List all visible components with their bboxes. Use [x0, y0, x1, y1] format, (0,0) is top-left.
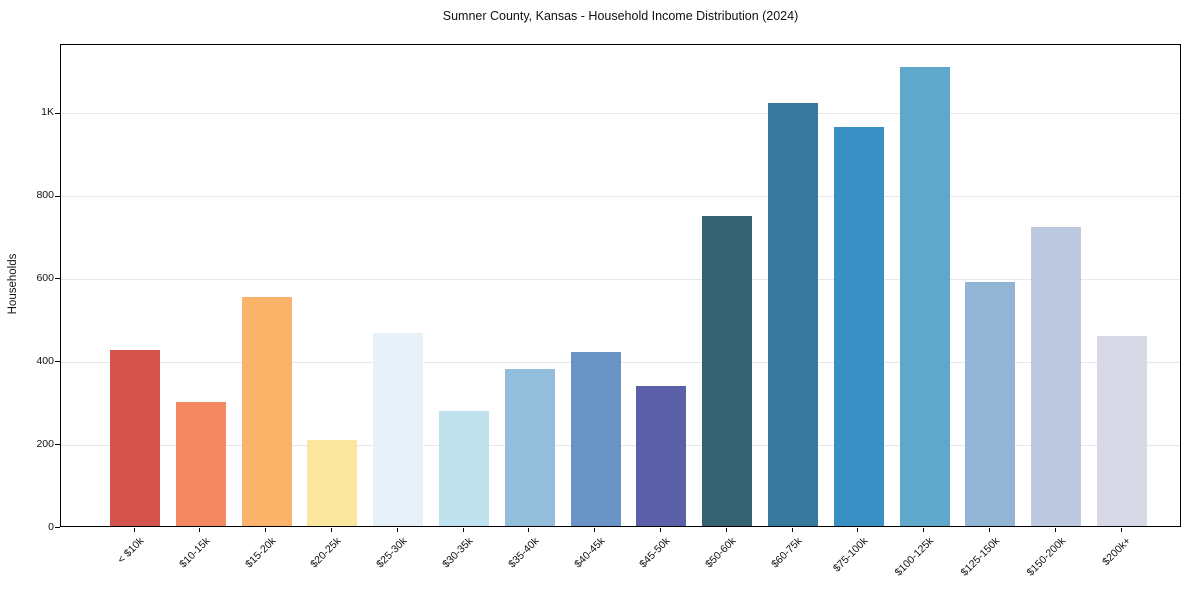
x-tick-label: < $10k	[115, 535, 147, 566]
bar	[110, 349, 160, 526]
y-tick-label: 200	[36, 437, 54, 450]
gridline	[61, 113, 1180, 115]
x-tick-label: $10-15k	[176, 535, 213, 571]
x-tick-label: $45-50k	[637, 535, 673, 571]
y-tick-label: 800	[36, 189, 54, 202]
x-tick-label: $20-25k	[308, 535, 344, 571]
x-tick-mark	[330, 528, 332, 532]
gridline	[61, 278, 1180, 280]
x-tick-label: $75-100k	[830, 535, 871, 575]
bar	[833, 127, 884, 526]
bar	[439, 410, 489, 526]
y-tick-label: 600	[36, 271, 54, 284]
x-tick-mark	[725, 528, 727, 532]
bar	[373, 332, 424, 526]
x-tick-label: $35-40k	[505, 535, 542, 571]
x-tick-label: $50-60k	[703, 535, 739, 571]
y-tick-mark	[55, 195, 60, 197]
x-tick-label: $150-200k	[1024, 535, 1068, 579]
y-tick-label: 400	[36, 354, 54, 367]
y-tick-mark	[55, 112, 60, 114]
y-tick-mark	[55, 361, 60, 363]
bar	[175, 401, 226, 526]
x-tick-mark	[923, 528, 925, 532]
x-tick-mark	[462, 528, 464, 532]
x-tick-label: $100-125k	[892, 535, 937, 579]
x-tick-label: $15-20k	[242, 535, 279, 571]
x-tick-mark	[659, 528, 661, 532]
y-tick-mark	[55, 278, 60, 280]
bar	[1031, 227, 1082, 526]
bar	[768, 102, 818, 526]
x-tick-mark	[857, 528, 859, 532]
y-axis-label: Households	[7, 253, 19, 315]
y-tick-label: 0	[48, 520, 54, 533]
x-tick-mark	[594, 528, 596, 532]
x-tick-mark	[133, 528, 135, 532]
x-tick-label: $60-75k	[769, 535, 805, 571]
x-tick-label: $125-150k	[958, 535, 1002, 579]
x-tick-mark	[988, 528, 990, 532]
bar	[570, 352, 621, 526]
x-tick-label: $30-35k	[440, 535, 476, 571]
x-tick-mark	[1120, 528, 1122, 532]
x-tick-mark	[396, 528, 398, 532]
x-tick-mark	[528, 528, 530, 532]
bar	[504, 369, 555, 526]
x-tick-label: $40-45k	[571, 535, 608, 571]
bar	[241, 297, 292, 526]
y-tick-mark	[55, 444, 60, 446]
x-tick-mark	[199, 528, 201, 532]
x-tick-mark	[265, 528, 267, 532]
y-tick-mark	[55, 527, 60, 528]
bar	[965, 282, 1016, 526]
x-tick-label: $25-30k	[374, 535, 410, 571]
gridline	[61, 196, 1180, 198]
y-tick-label: 1K	[41, 106, 54, 119]
x-tick-mark	[1054, 528, 1056, 532]
plot-area	[60, 44, 1181, 527]
bar	[899, 67, 950, 526]
x-tick-label: $200k+	[1100, 535, 1134, 569]
chart-title: Sumner County, Kansas - Household Income…	[442, 9, 799, 23]
bar	[702, 216, 753, 526]
x-tick-mark	[791, 528, 793, 532]
bar	[307, 439, 358, 526]
bar	[636, 385, 687, 526]
bar	[1097, 335, 1147, 526]
